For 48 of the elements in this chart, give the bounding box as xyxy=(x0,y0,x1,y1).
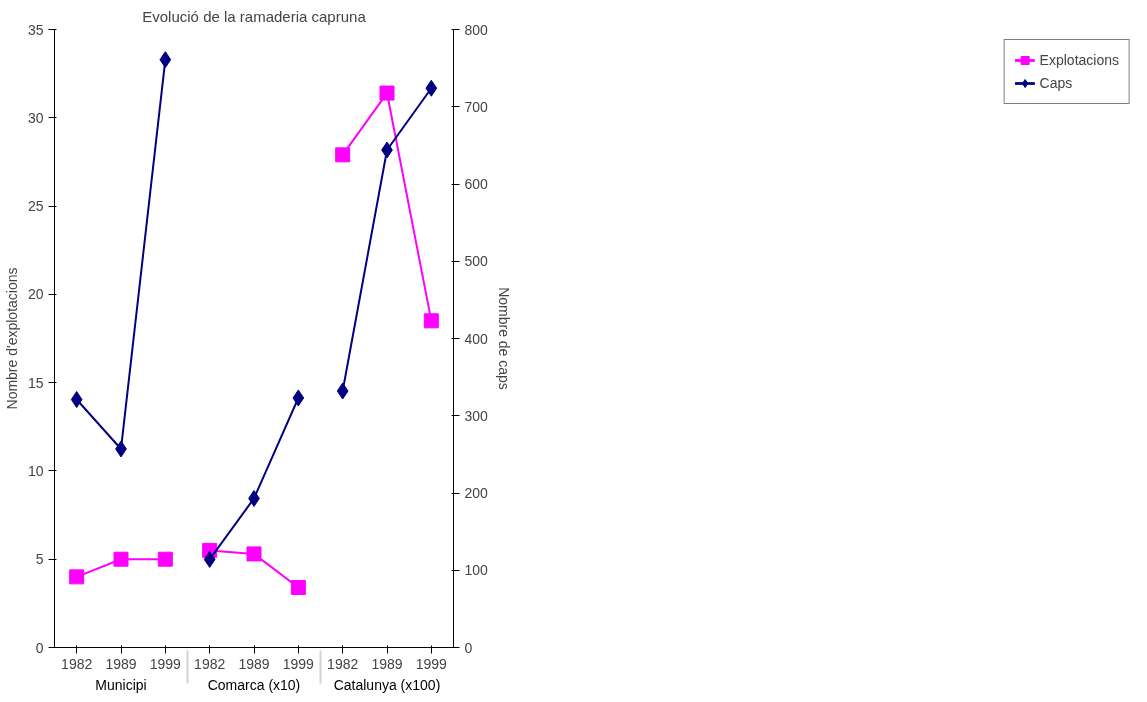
y2-tick-label: 200 xyxy=(464,485,489,501)
point xyxy=(423,313,439,329)
y2-axis-title: Nombre de caps xyxy=(495,287,512,390)
point xyxy=(157,551,173,567)
x-tick-label: 1989 xyxy=(105,655,137,672)
point xyxy=(379,85,395,101)
x-tick-label: 1989 xyxy=(371,655,403,672)
y2-tick-label: 0 xyxy=(464,639,473,656)
text: Catalunya (x100) xyxy=(333,676,441,693)
legend-label: Explotacions xyxy=(1039,52,1119,68)
point xyxy=(292,389,305,407)
y2-tick-label: 800 xyxy=(464,21,489,38)
y-tick-label: 0 xyxy=(35,639,44,656)
point xyxy=(425,79,438,97)
y-tick-label: 20 xyxy=(27,286,44,303)
y2-tick-label: 600 xyxy=(464,176,489,192)
point xyxy=(335,147,351,163)
point xyxy=(336,382,349,400)
y-tick-label: 15 xyxy=(27,374,44,391)
text: Comarca (x10) xyxy=(207,676,301,693)
x-tick-label: 1982 xyxy=(327,655,359,672)
chart-title: Evolució de la ramaderia capruna xyxy=(142,7,367,25)
y-tick-label: 35 xyxy=(27,21,44,38)
y-tick-label: 10 xyxy=(27,462,44,479)
y2-tick-label: 400 xyxy=(464,330,489,347)
point xyxy=(246,546,262,562)
y2-tick-label: 500 xyxy=(464,253,489,270)
point xyxy=(290,579,306,595)
y2-tick-label: 100 xyxy=(464,562,489,579)
y-axis-title: Nombre d'explotacions xyxy=(3,267,20,410)
x-tick-label: 1999 xyxy=(282,655,315,672)
y2-tick-label: 300 xyxy=(464,407,489,424)
point xyxy=(159,51,172,69)
point xyxy=(70,391,83,409)
x-tick-label: 1982 xyxy=(61,655,93,672)
y-tick-label: 30 xyxy=(27,109,44,126)
x-tick-label: 1999 xyxy=(149,655,182,672)
point xyxy=(113,551,129,567)
legend-label: Caps xyxy=(1039,75,1073,91)
point xyxy=(203,550,216,568)
y-tick-label: 25 xyxy=(27,198,44,215)
y2-tick-label: 700 xyxy=(464,98,489,115)
x-tick-label: 1989 xyxy=(238,655,270,672)
point xyxy=(69,569,85,585)
x-tick-label: 1982 xyxy=(194,655,226,672)
x-tick-label: 1999 xyxy=(415,655,448,672)
y-tick-label: 5 xyxy=(35,551,44,568)
text: Municipi xyxy=(95,676,147,693)
